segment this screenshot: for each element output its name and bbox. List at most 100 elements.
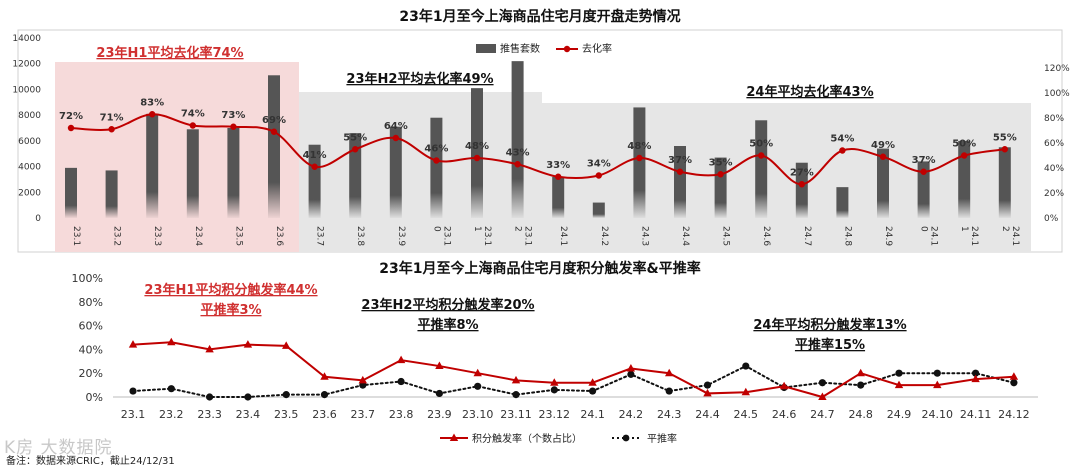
trigger-rate-line — [132, 341, 1014, 399]
top-period-backgrounds — [55, 62, 1031, 252]
bottom-x-tick-label: 23.10 — [462, 408, 494, 421]
bottom-x-tick-label: 24.1 — [580, 408, 605, 421]
bottom-x-tick-label: 23.6 — [312, 408, 337, 421]
x-tick-label: 24.2 — [599, 226, 609, 246]
supply-bar — [308, 144, 321, 218]
flat-push-point — [665, 387, 673, 395]
bottom-x-tick-label: 23.9 — [427, 408, 452, 421]
top-chart: 23年1月至今上海商品住宅月度开盘走势情况 0 2000 4000 6000 8000 1… — [12, 8, 1070, 253]
x-tick-label: 24.10 — [919, 226, 939, 246]
rate-data-label: 48% — [627, 141, 651, 152]
supply-bar — [511, 61, 524, 219]
rate-data-label: 55% — [993, 132, 1017, 143]
trigger-rate-point — [1009, 372, 1019, 380]
trigger-rate-point — [128, 340, 138, 348]
supply-bar — [430, 117, 443, 218]
bottom-chart-title: 23年1月至今上海商品住宅月度积分触发率&平推率 — [379, 260, 700, 277]
supply-bar — [958, 140, 971, 218]
rate-point — [961, 152, 968, 159]
h1-trigger-annotation: 23年H1平均积分触发率44% — [144, 282, 317, 298]
bottom-x-tick-label: 24.7 — [810, 408, 835, 421]
top-chart-title: 23年1月至今上海商品住宅月度开盘走势情况 — [399, 8, 680, 25]
bottom-x-tick-label: 24.2 — [619, 408, 644, 421]
x-tick-label: 23.3 — [152, 226, 162, 246]
supply-bar — [471, 88, 483, 219]
x-tick-label: 23.9 — [396, 226, 406, 246]
supply-bar — [552, 176, 565, 218]
x-tick-label: 24.4 — [680, 226, 690, 246]
rate-data-label: 37% — [668, 155, 692, 166]
rate-data-label: 37% — [912, 155, 936, 166]
x-tick-label: 24.8 — [842, 226, 852, 246]
h2-trigger-annotation: 23年H2平均积分触发率20% — [361, 297, 534, 313]
y-right-tick-label: 0% — [1044, 214, 1059, 224]
supply-bar — [917, 161, 930, 218]
flat-push-point — [972, 369, 980, 377]
trigger-rate-point — [511, 375, 521, 384]
legend-bar-label: 推售套数 — [500, 42, 540, 55]
supply-bar — [592, 202, 605, 218]
rate-point — [270, 128, 278, 135]
supply-bar — [349, 133, 362, 218]
top-bars — [65, 61, 1011, 219]
flat-push-point — [703, 381, 712, 389]
flat-push-point — [397, 377, 405, 386]
bottom-y-tick-label: 0% — [86, 391, 103, 404]
flat-push-point — [895, 369, 903, 377]
rate-data-label: 71% — [100, 112, 124, 123]
legend-flat-marker — [622, 434, 630, 442]
y24-panel — [542, 103, 1031, 252]
x-tick-label: 24.11 — [959, 226, 979, 246]
x-tick-label: 23.6 — [274, 226, 284, 246]
trigger-rate-point — [933, 380, 942, 389]
rate-data-label: 83% — [140, 97, 164, 108]
bottom-x-tick-label: 23.2 — [159, 408, 184, 421]
x-tick-label: 23.8 — [355, 226, 365, 246]
rate-point — [149, 111, 156, 118]
trigger-rate-point — [779, 381, 789, 390]
supply-bar — [674, 146, 686, 218]
supply-bar — [633, 107, 646, 218]
bottom-annotations: 23年H1平均积分触发率44% 平推率3% 23年H2平均积分触发率20% 平推率8%… — [144, 282, 906, 353]
rate-point — [514, 161, 521, 168]
bottom-x-tick-label: 23.3 — [197, 408, 222, 421]
trigger-rate-point — [205, 344, 214, 353]
rate-point — [676, 168, 684, 175]
x-tick-label: 23.4 — [193, 226, 203, 246]
rate-point — [473, 154, 481, 162]
rate-point — [1001, 146, 1008, 153]
rate-point — [595, 172, 602, 179]
bottom-y-tick-label: 80% — [79, 296, 103, 309]
y24-flat-annotation: 平推率15% — [795, 337, 865, 353]
legend-trigger-label: 积分触发率（个数占比） — [472, 432, 582, 445]
h2-panel — [299, 92, 542, 252]
rate-data-label: 43% — [506, 147, 530, 158]
rate-point — [920, 168, 927, 175]
trigger-rate-point — [435, 361, 444, 370]
supply-bar — [389, 126, 402, 218]
bottom-legend: 积分触发率（个数占比） 平推率 — [440, 432, 677, 445]
trigger-rate-point — [703, 388, 712, 397]
supply-bar — [836, 187, 849, 218]
trigger-rate-point — [473, 368, 482, 377]
legend-bar-swatch — [476, 44, 496, 53]
rate-data-label: 54% — [830, 134, 854, 145]
trigger-rate-point — [971, 374, 980, 383]
rate-point — [67, 124, 75, 132]
y-right-tick-label: 120% — [1044, 64, 1070, 74]
x-tick-label: 24.5 — [721, 226, 731, 246]
y-left-tick-label: 12000 — [12, 60, 41, 70]
flat-push-point — [282, 391, 290, 399]
y-left-tick-label: 6000 — [18, 137, 41, 147]
h2-avg-annotation: 23年H2平均去化率49% — [346, 71, 493, 87]
trigger-rate-point — [396, 355, 406, 364]
x-tick-label: 24.1 — [558, 226, 568, 246]
flat-push-point — [1010, 379, 1018, 387]
rate-point — [879, 153, 887, 160]
y-left-tick-label: 8000 — [18, 111, 41, 121]
h2-flat-annotation: 平推率8% — [417, 317, 478, 333]
watermark: K房 大数据院 — [4, 438, 113, 458]
supply-bar — [186, 129, 199, 218]
y-right-tick-label: 40% — [1044, 164, 1064, 174]
flat-push-point — [742, 362, 750, 370]
